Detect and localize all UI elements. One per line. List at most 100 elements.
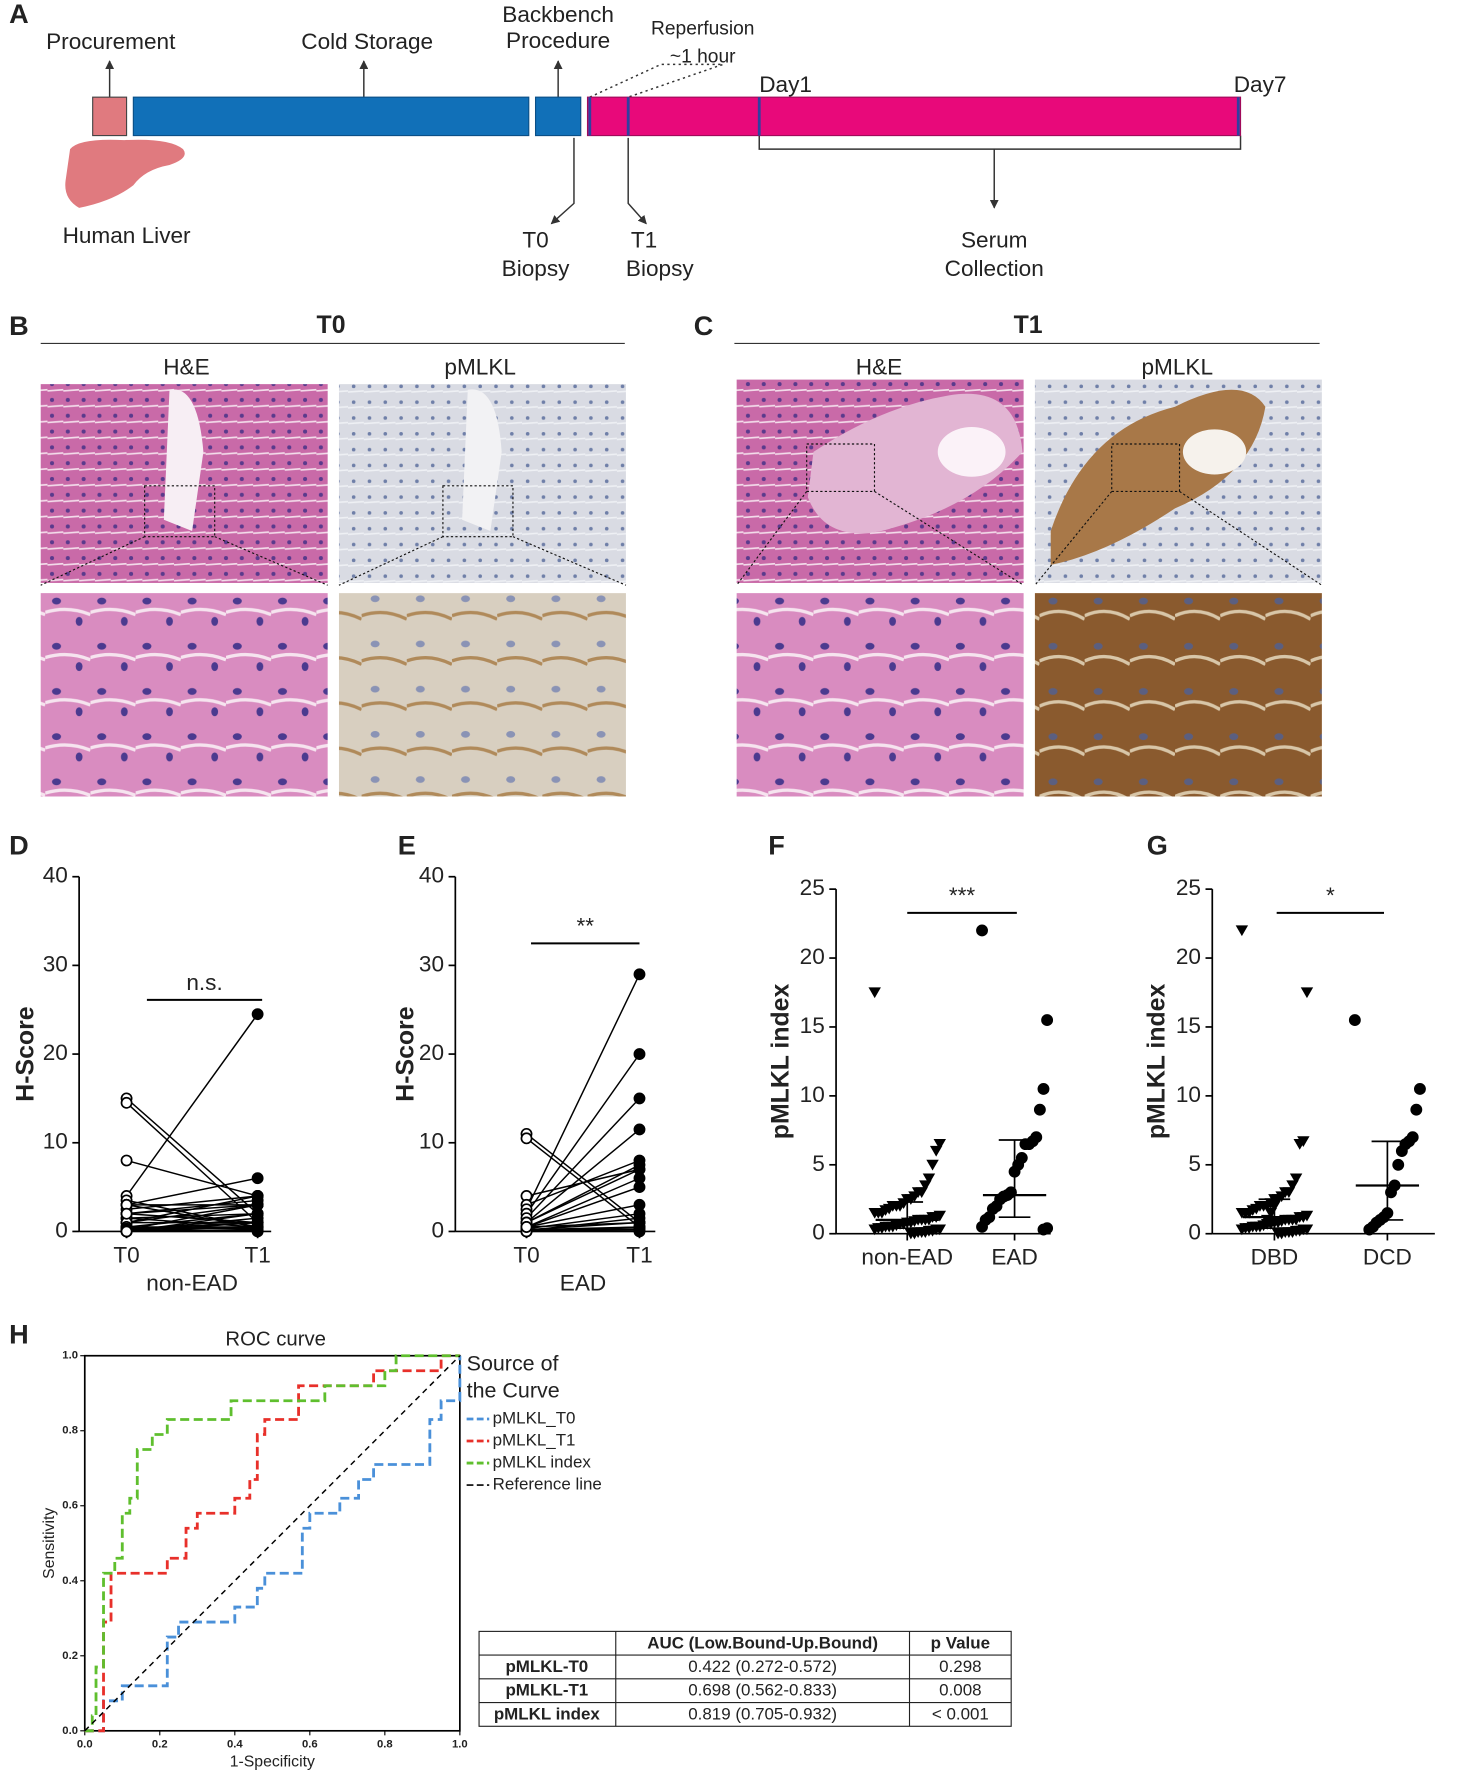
data-point: [868, 1224, 881, 1236]
table-cell: 0.422 (0.272-0.572): [688, 1657, 837, 1676]
data-point: [1033, 1103, 1046, 1116]
pair-line: [126, 1195, 258, 1211]
histology-image: [40, 593, 328, 797]
caption: Serum: [961, 228, 1028, 253]
data-point: [1293, 1139, 1306, 1150]
y-tick-label: 0.6: [62, 1500, 78, 1512]
x-tick-label: 0.4: [227, 1738, 243, 1750]
data-point: [929, 1145, 943, 1157]
roc-line: [84, 1355, 461, 1732]
y-axis-label: H-Score: [392, 1006, 419, 1101]
data-point: [120, 1154, 133, 1167]
data-point: [633, 968, 646, 981]
time-markers: [588, 97, 1240, 136]
panel-label: A: [9, 0, 29, 29]
pair-line: [126, 1159, 258, 1197]
caption: T1: [631, 228, 657, 253]
panel-b: B T0 H&E pMLKL: [9, 310, 627, 797]
y-tick-label: 40: [43, 863, 68, 888]
panel-label: G: [1147, 829, 1168, 860]
pair-line: [526, 1204, 640, 1228]
data-point: [251, 1221, 264, 1233]
arrows: [105, 60, 1242, 225]
caption: Biopsy: [502, 256, 570, 281]
reperfusion-bar: [586, 96, 1242, 137]
y-tick-label: 0: [431, 1217, 444, 1242]
x-tick-label: EAD: [991, 1245, 1037, 1270]
stain-label: pMLKL: [1141, 354, 1213, 379]
x-tick-label: 0.8: [377, 1738, 393, 1750]
table-cell: pMLKL-T1: [505, 1681, 588, 1700]
stage-label: ~1 hour: [670, 47, 736, 68]
significance: **: [576, 914, 594, 939]
pair-line: [125, 1013, 259, 1197]
x-tick-label: T1: [626, 1242, 652, 1267]
y-axis-label: H-Score: [13, 1006, 40, 1101]
x-axis-label: EAD: [560, 1271, 606, 1296]
stage-label: Reperfusion: [651, 18, 754, 39]
data-point: [1235, 1207, 1249, 1219]
panel-title: T1: [1014, 312, 1043, 339]
roc-line: [84, 1355, 462, 1733]
data-point: [251, 1198, 264, 1211]
pair-line: [526, 1221, 640, 1228]
x-axis-label: non-EAD: [146, 1271, 238, 1296]
y-tick-label: 0.2: [62, 1650, 78, 1662]
histology-image: [736, 593, 1024, 797]
y-tick-label: 25: [1176, 875, 1201, 900]
y-tick-label: 30: [419, 951, 444, 976]
table-cell: 0.298: [939, 1657, 981, 1676]
y-tick-label: 5: [812, 1151, 825, 1176]
x-tick-label: T1: [244, 1242, 270, 1267]
x-tick-label: 0.0: [77, 1738, 93, 1750]
table-cell: pMLKL-T0: [505, 1657, 588, 1676]
significance: n.s.: [186, 970, 222, 995]
day-label: Day1: [759, 72, 812, 97]
pair-line: [126, 1204, 258, 1224]
panel-label: D: [9, 829, 29, 860]
data-point: [1300, 987, 1314, 999]
stage-label: Cold Storage: [301, 29, 433, 54]
y-tick-label: 40: [419, 863, 444, 888]
chart: 0.0 0.2 0.4 0.6 0.8 1.0 0.0 0.2 0.4 0.6 0.8 1.0 ROC …: [9, 1319, 602, 1771]
table-cell: 0.008: [939, 1681, 981, 1700]
stain-label: pMLKL: [444, 354, 516, 379]
pair-line: [126, 1212, 258, 1224]
pair-line: [526, 1159, 640, 1206]
stage-label: Backbench: [502, 2, 614, 27]
roc-line: [84, 1354, 460, 1733]
pair-line: [126, 1204, 258, 1215]
panel-label: E: [398, 829, 416, 860]
y-tick-label: 0: [812, 1220, 825, 1245]
table-cell: 0.819 (0.705-0.932): [688, 1704, 837, 1723]
pair-line: [525, 973, 641, 1210]
data-point: [1037, 1223, 1050, 1236]
data-point: [904, 1228, 918, 1240]
pair-line: [126, 1177, 258, 1206]
data-point: [120, 1207, 133, 1220]
zoom-box: [40, 485, 627, 586]
y-tick-label: 10: [1176, 1082, 1201, 1107]
x-tick-label: DBD: [1251, 1245, 1299, 1270]
panel-c: C T1 H&E pMLKL: [694, 310, 1323, 797]
y-tick-label: 15: [800, 1013, 825, 1038]
data-point: [933, 1139, 946, 1150]
significance: ***: [949, 883, 976, 908]
chart: 0 10 20 30 40 T0 T1 H-Score Dn.s. non-EAD: [9, 829, 272, 1296]
data-point: [251, 1172, 264, 1185]
data-point: [633, 1048, 646, 1061]
y-tick-label: 0.4: [62, 1575, 78, 1587]
table-grid: [478, 1630, 1012, 1727]
panel-title: T0: [317, 312, 346, 339]
day-label: Day7: [1234, 72, 1287, 97]
panel-label: F: [768, 829, 785, 860]
chart-title: ROC curve: [225, 1328, 326, 1350]
data-point: [1041, 1014, 1054, 1027]
caption: Collection: [945, 256, 1044, 281]
pair-line: [526, 1128, 640, 1224]
pair-line: [526, 1226, 640, 1233]
zoom-box: [736, 443, 1323, 586]
y-tick-label: 0.8: [62, 1425, 78, 1437]
stain-label: H&E: [163, 354, 209, 379]
legend-label: pMLKL_T1: [493, 1430, 576, 1449]
